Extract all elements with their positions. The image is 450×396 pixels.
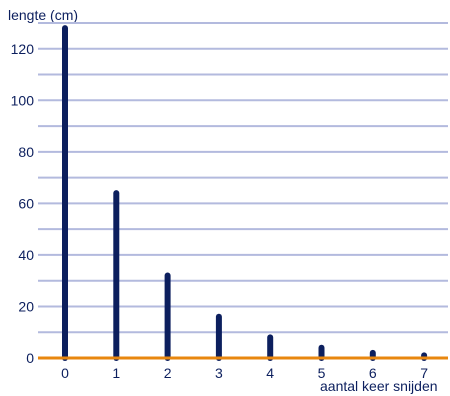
x-tick-label: 1 xyxy=(112,365,120,381)
y-tick-label: 0 xyxy=(26,350,34,366)
y-tick-label: 120 xyxy=(11,41,35,57)
x-tick-label: 4 xyxy=(266,365,274,381)
x-tick-label: 5 xyxy=(318,365,326,381)
y-tick-label: 100 xyxy=(11,92,35,108)
y-axis-title: lengte (cm) xyxy=(8,7,79,23)
x-tick-label: 0 xyxy=(61,365,69,381)
y-tick-label: 60 xyxy=(18,195,34,211)
x-tick-label: 6 xyxy=(369,365,377,381)
x-tick-label: 2 xyxy=(164,365,172,381)
y-tick-label: 20 xyxy=(18,298,34,314)
y-tick-label: 40 xyxy=(18,247,34,263)
y-tick-label: 80 xyxy=(18,144,34,160)
x-tick-label: 3 xyxy=(215,365,223,381)
x-axis-title: aantal keer snijden xyxy=(320,378,438,394)
x-tick-label: 7 xyxy=(420,365,428,381)
